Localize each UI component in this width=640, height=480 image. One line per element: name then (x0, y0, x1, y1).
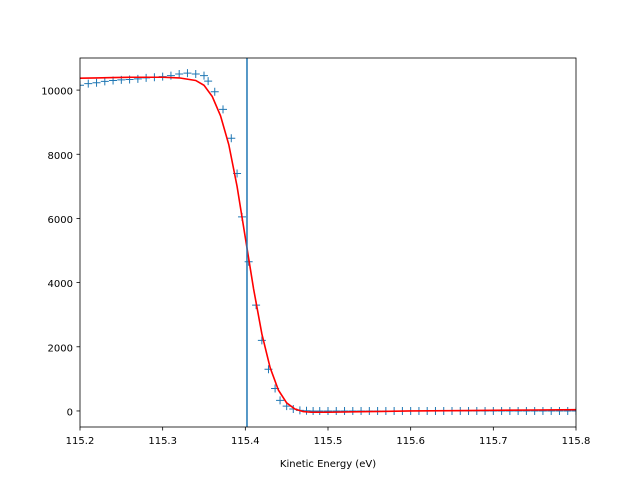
data-point-marker (80, 81, 84, 90)
data-point-marker (563, 406, 572, 415)
x-tick-label: 115.2 (66, 436, 95, 447)
y-tick-label: 10000 (41, 87, 73, 98)
x-tick-label: 115.4 (231, 436, 260, 447)
data-point-marker (547, 406, 556, 415)
data-point-marker (514, 406, 523, 415)
data-point-marker (210, 87, 219, 96)
y-axis: 0 2000 4000 6000 8000 10000 (41, 87, 80, 418)
y-tick-label: 0 (67, 407, 73, 418)
data-point-marker (530, 406, 539, 415)
x-tick-label: 115.7 (479, 436, 508, 447)
data-point-marker (191, 70, 200, 79)
data-point-marker (204, 77, 213, 86)
x-tick-label: 115.3 (148, 436, 177, 447)
plot-area-background (80, 58, 576, 427)
data-point-marker (84, 79, 93, 88)
plot-content (80, 58, 576, 427)
data-point-marker (340, 406, 349, 415)
data-point-marker (538, 406, 547, 415)
y-tick-label: 4000 (48, 279, 73, 290)
data-point-marker (219, 105, 228, 114)
data-point-marker (257, 336, 266, 345)
data-point-marker (348, 406, 357, 415)
y-tick-label: 2000 (48, 343, 73, 354)
data-point-marker (555, 406, 564, 415)
data-point-marker (175, 70, 184, 79)
x-axis: 115.2 115.3 115.4 115.5 115.6 115.7 115.8 (66, 427, 591, 447)
data-point-marker (183, 69, 192, 78)
data-point-marker (324, 406, 332, 415)
y-tick-label: 6000 (48, 215, 73, 226)
fit-curve-line (80, 76, 576, 414)
data-point-marker (315, 406, 324, 415)
data-point-marker (522, 406, 531, 415)
x-tick-label: 115.8 (562, 436, 591, 447)
data-point-marker (92, 78, 101, 87)
data-point-marker (100, 77, 109, 86)
y-tick-label: 8000 (48, 151, 73, 162)
data-point-marker (227, 134, 236, 143)
data-point-marker (133, 74, 142, 83)
x-tick-label: 115.5 (314, 436, 343, 447)
data-point-marker (572, 406, 576, 415)
data-point-marker (200, 71, 208, 80)
x-tick-label: 115.6 (396, 436, 425, 447)
data-point-marker (276, 396, 285, 405)
data-point-marker (332, 406, 341, 415)
x-axis-title: Kinetic Energy (eV) (280, 459, 376, 470)
